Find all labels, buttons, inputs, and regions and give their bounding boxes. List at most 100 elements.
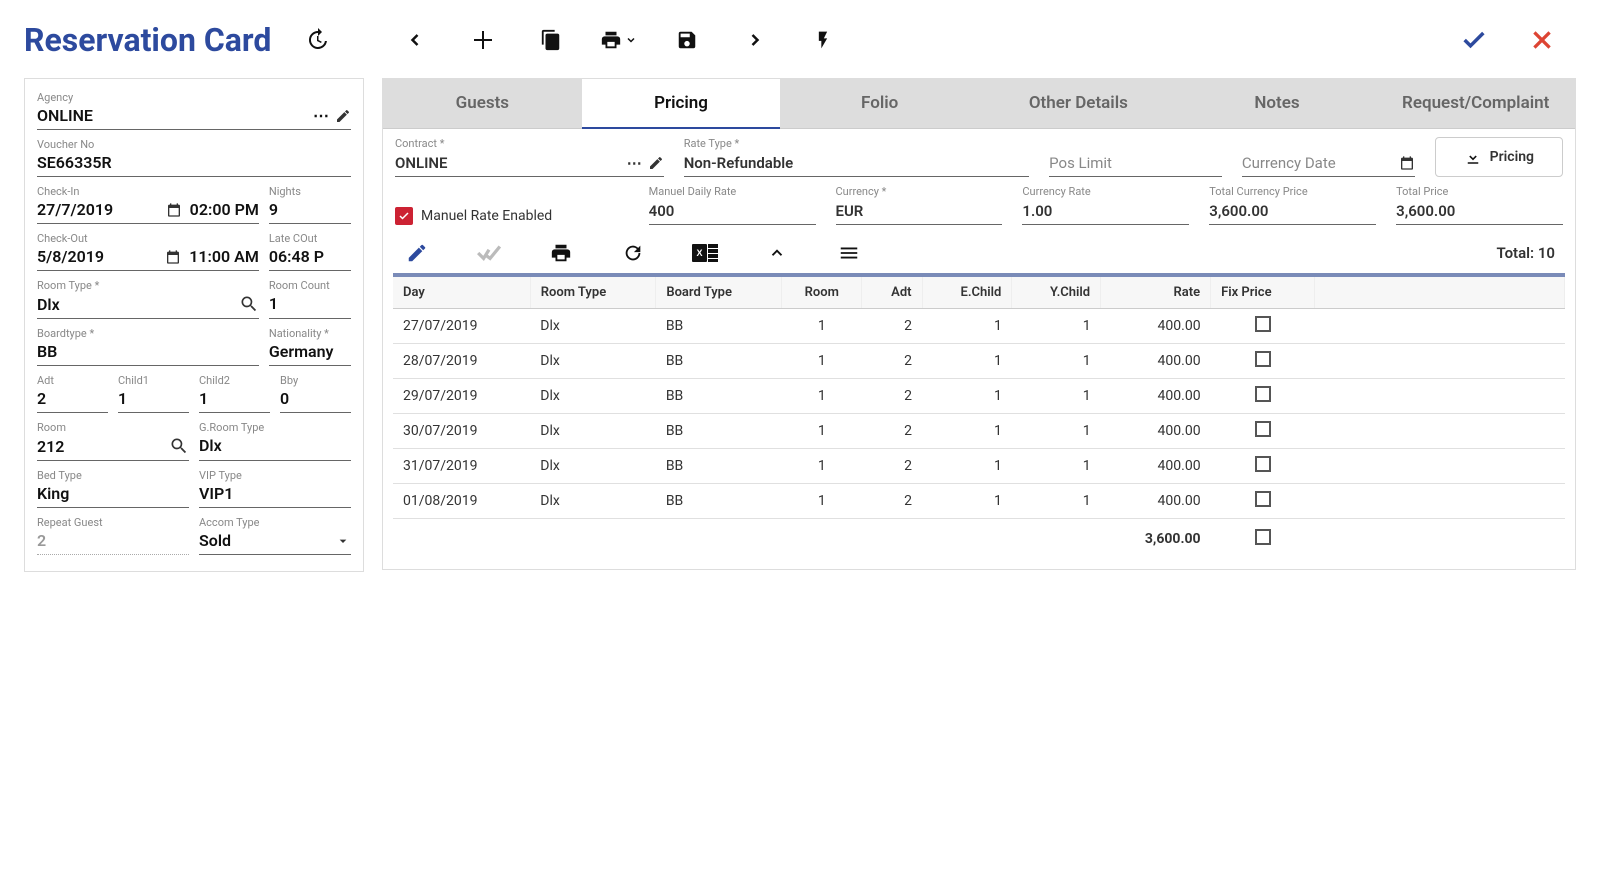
table-collapse-icon[interactable]	[763, 239, 791, 267]
checkin-time[interactable]: 02:00 PM	[190, 200, 259, 219]
room-value[interactable]: 212	[37, 437, 163, 456]
fix-price-checkbox[interactable]	[1255, 421, 1271, 437]
manuel-rate-checkbox[interactable]	[395, 207, 413, 225]
checkout-label: Check-Out	[37, 232, 259, 245]
col-room-type[interactable]: Room Type	[530, 277, 656, 309]
nights-value[interactable]: 9	[269, 198, 351, 221]
dropdown-icon[interactable]	[335, 533, 351, 549]
detail-panel: GuestsPricingFolioOther DetailsNotesRequ…	[382, 78, 1576, 570]
boardtype-value[interactable]: BB	[37, 340, 259, 363]
fix-price-checkbox[interactable]	[1255, 386, 1271, 402]
tab-request-complaint[interactable]: Request/Complaint	[1376, 79, 1575, 129]
fix-price-checkbox[interactable]	[1255, 316, 1271, 332]
prev-button[interactable]	[395, 20, 435, 60]
search-icon[interactable]	[169, 436, 189, 456]
child1-value[interactable]: 1	[118, 387, 189, 410]
latecout-value[interactable]: 06:48 P	[269, 245, 351, 268]
fix-price-checkbox[interactable]	[1255, 491, 1271, 507]
bolt-icon[interactable]	[803, 20, 843, 60]
checkin-date[interactable]: 27/7/2019	[37, 200, 160, 219]
checkout-date[interactable]: 5/8/2019	[37, 247, 159, 266]
col-y-child[interactable]: Y.Child	[1012, 277, 1101, 309]
ratetype-value[interactable]: Non-Refundable	[684, 150, 1029, 177]
tab-notes[interactable]: Notes	[1178, 79, 1377, 129]
confirm-button[interactable]	[1454, 20, 1494, 60]
tab-pricing[interactable]: Pricing	[582, 79, 781, 129]
bedtype-value[interactable]: King	[37, 482, 189, 505]
pricing-button[interactable]: Pricing	[1435, 137, 1563, 177]
table-excel-icon[interactable]: X	[691, 239, 719, 267]
col-rate[interactable]: Rate	[1101, 277, 1211, 309]
manuel-daily-value[interactable]: 400	[649, 198, 816, 225]
fix-price-checkbox[interactable]	[1255, 529, 1271, 545]
nights-label: Nights	[269, 185, 351, 198]
bby-value[interactable]: 0	[280, 387, 351, 410]
history-icon[interactable]	[297, 20, 337, 60]
accom-value[interactable]: Sold	[199, 531, 329, 550]
calendar-icon[interactable]	[166, 202, 182, 218]
table-row[interactable]: 27/07/2019DlxBB1211400.00	[393, 309, 1565, 344]
child1-label: Child1	[118, 374, 189, 387]
table-confirm-icon[interactable]	[475, 239, 503, 267]
contract-value[interactable]: ONLINE	[395, 154, 627, 172]
totalprice-value[interactable]: 3,600.00	[1396, 198, 1563, 225]
col-room[interactable]: Room	[782, 277, 862, 309]
totalprice-label: Total Price	[1396, 185, 1563, 198]
viptype-value[interactable]: VIP1	[199, 482, 351, 505]
more-icon[interactable]: ⋯	[313, 106, 329, 125]
table-row[interactable]: 28/07/2019DlxBB1211400.00	[393, 344, 1565, 379]
col-fix-price[interactable]: Fix Price	[1211, 277, 1315, 309]
save-button[interactable]	[667, 20, 707, 60]
calendar-icon[interactable]	[1399, 155, 1415, 171]
table-row[interactable]: 01/08/2019DlxBB1211400.00	[393, 484, 1565, 519]
search-icon[interactable]	[239, 294, 259, 314]
currency-value[interactable]: EUR	[836, 198, 1003, 225]
edit-icon[interactable]	[648, 155, 664, 171]
currdate-field[interactable]: Currency Date	[1242, 154, 1393, 172]
svg-text:X: X	[696, 248, 702, 258]
currrate-value[interactable]: 1.00	[1022, 198, 1189, 225]
col-day[interactable]: Day	[393, 277, 530, 309]
more-icon[interactable]: ⋯	[627, 154, 642, 172]
groomtype-value[interactable]: Dlx	[199, 434, 351, 457]
col-board-type[interactable]: Board Type	[656, 277, 782, 309]
currency-label: Currency *	[836, 185, 1003, 198]
totalcurr-value[interactable]: 3,600.00	[1209, 198, 1376, 225]
table-refresh-icon[interactable]	[619, 239, 647, 267]
child2-value[interactable]: 1	[199, 387, 270, 410]
table-row[interactable]: 29/07/2019DlxBB1211400.00	[393, 379, 1565, 414]
col-adt[interactable]: Adt	[862, 277, 922, 309]
checkout-time[interactable]: 11:00 AM	[189, 247, 259, 266]
table-print-icon[interactable]	[547, 239, 575, 267]
print-button[interactable]	[599, 20, 639, 60]
calendar-icon[interactable]	[165, 249, 181, 265]
tab-guests[interactable]: Guests	[383, 79, 582, 129]
currrate-label: Currency Rate	[1022, 185, 1189, 198]
page-title: Reservation Card	[24, 21, 271, 59]
table-row[interactable]: 30/07/2019DlxBB1211400.00	[393, 414, 1565, 449]
adt-value[interactable]: 2	[37, 387, 108, 410]
bedtype-label: Bed Type	[37, 469, 189, 482]
poslimit-field[interactable]: Pos Limit	[1049, 150, 1222, 177]
roomcount-label: Room Count	[269, 279, 351, 292]
col-e-child[interactable]: E.Child	[922, 277, 1012, 309]
roomtype-value[interactable]: Dlx	[37, 295, 233, 314]
tab-folio[interactable]: Folio	[780, 79, 979, 129]
ratetype-label: Rate Type *	[684, 137, 1029, 150]
add-button[interactable]	[463, 20, 503, 60]
roomcount-value[interactable]: 1	[269, 292, 351, 315]
next-button[interactable]	[735, 20, 775, 60]
fix-price-checkbox[interactable]	[1255, 351, 1271, 367]
manuel-daily-label: Manuel Daily Rate	[649, 185, 816, 198]
tab-other-details[interactable]: Other Details	[979, 79, 1178, 129]
voucher-value[interactable]: SE66335R	[37, 151, 351, 174]
edit-icon[interactable]	[335, 108, 351, 124]
table-menu-icon[interactable]	[835, 239, 863, 267]
fix-price-checkbox[interactable]	[1255, 456, 1271, 472]
table-edit-icon[interactable]	[403, 239, 431, 267]
copy-button[interactable]	[531, 20, 571, 60]
agency-value[interactable]: ONLINE	[37, 106, 313, 125]
table-row[interactable]: 31/07/2019DlxBB1211400.00	[393, 449, 1565, 484]
nationality-value[interactable]: Germany	[269, 340, 351, 363]
close-button[interactable]	[1522, 20, 1562, 60]
